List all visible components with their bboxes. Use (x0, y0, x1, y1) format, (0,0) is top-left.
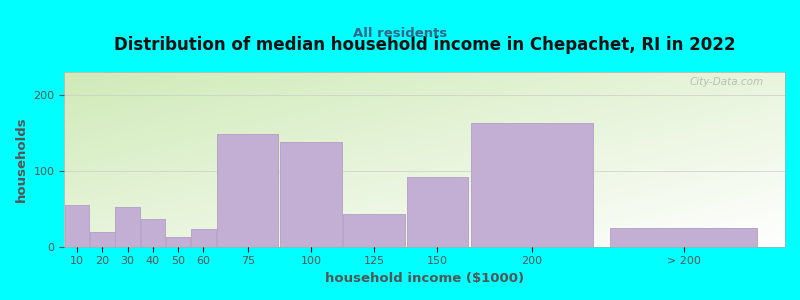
Y-axis label: households: households (15, 117, 28, 202)
Bar (90, 232, 114, 247)
Bar (115, 207, 140, 247)
Bar (141, 219, 165, 247)
Bar (471, 123, 594, 247)
Bar (217, 134, 278, 247)
Bar (65, 205, 90, 247)
Bar (166, 237, 190, 247)
Bar (166, 237, 190, 247)
Bar (406, 177, 468, 247)
Text: City-Data.com: City-Data.com (690, 77, 763, 88)
Text: All residents: All residents (353, 27, 447, 40)
Bar (65, 205, 90, 247)
Bar (90, 232, 114, 247)
Bar (343, 214, 405, 247)
Bar (191, 229, 216, 247)
Title: Distribution of median household income in Chepachet, RI in 2022: Distribution of median household income … (114, 36, 735, 54)
Bar (343, 214, 405, 247)
X-axis label: household income ($1000): household income ($1000) (325, 272, 524, 285)
Bar (141, 219, 165, 247)
Bar (406, 177, 468, 247)
Bar (191, 229, 216, 247)
Bar (610, 228, 758, 247)
Bar (115, 207, 140, 247)
Bar (610, 228, 758, 247)
Bar (280, 142, 342, 247)
Bar (280, 142, 342, 247)
Bar (217, 134, 278, 247)
Bar (471, 123, 594, 247)
